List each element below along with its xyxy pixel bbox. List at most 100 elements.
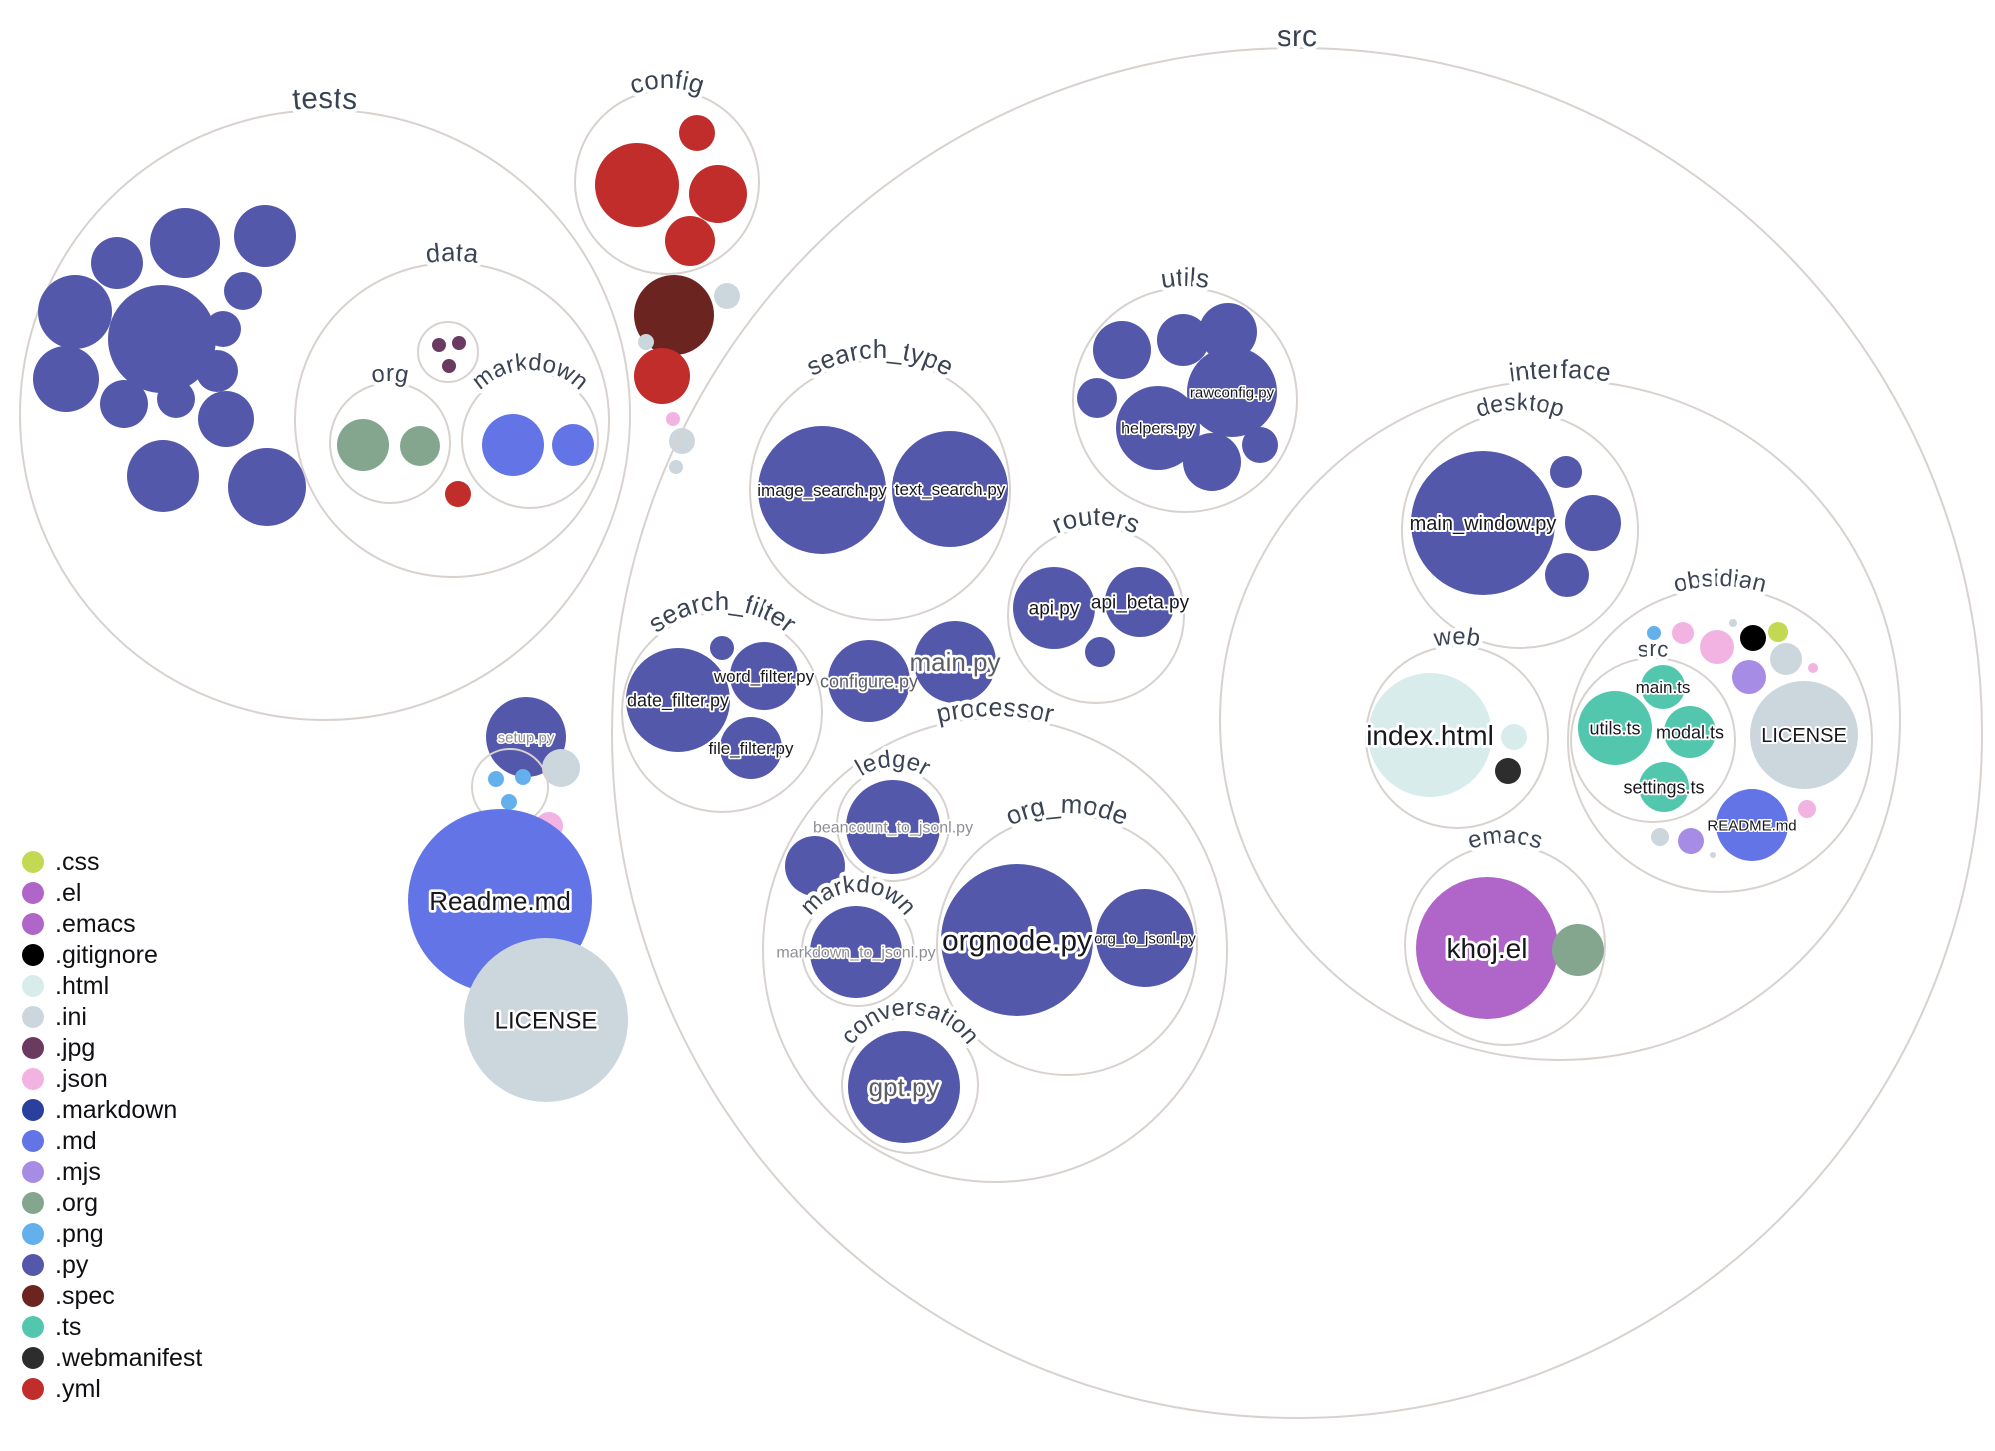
file-ini-61 <box>1770 643 1802 675</box>
file-label-gpt.py: gpt.py <box>869 1072 940 1102</box>
file-license <box>464 938 628 1102</box>
file-ini-57 <box>1729 619 1737 627</box>
legend-label-webmanifest: .webmanifest <box>55 1344 202 1372</box>
legend-item-el: .el <box>22 879 81 907</box>
file-py-7 <box>205 311 241 347</box>
file-main-window.py <box>1411 451 1555 595</box>
file-css-59 <box>1768 622 1788 642</box>
file-png-37 <box>501 794 517 810</box>
file-py-3 <box>234 205 296 267</box>
file-py-44 <box>1242 427 1278 463</box>
folder-label-tests: tests <box>291 82 359 117</box>
folder-conversation <box>841 1016 979 1154</box>
folder-label-config: config <box>626 64 708 100</box>
legend-item-emacs: .emacs <box>22 910 136 938</box>
folder-emacs <box>1404 844 1606 1046</box>
file-org-19 <box>400 426 440 466</box>
legend-item-mjs: .mjs <box>22 1158 101 1186</box>
file-png-35 <box>488 771 504 787</box>
file-yml-30 <box>634 348 690 404</box>
folder-src <box>611 47 1983 1419</box>
legend-swatch-ini <box>22 1006 44 1028</box>
file-py-14 <box>228 448 306 526</box>
file-py-13 <box>127 440 199 512</box>
file-py-50 <box>1545 553 1589 597</box>
folder-data <box>294 262 610 578</box>
file-label-image-search.py: image_search.py <box>757 481 887 500</box>
file-yml-26 <box>665 216 715 266</box>
file-label-setup.py: setup.py <box>498 729 555 746</box>
file-modal.ts <box>1664 706 1716 758</box>
file-settings.ts <box>1639 762 1689 812</box>
file-py-45 <box>1085 637 1115 667</box>
file-label-helpers.py: helpers.py <box>1121 421 1195 438</box>
file-json-55 <box>1672 622 1694 644</box>
file-label-api.py: api.py <box>1029 599 1080 620</box>
folder-label-src: src <box>1277 20 1318 53</box>
folder-unnamed <box>417 321 479 383</box>
file-utils.ts <box>1578 691 1652 765</box>
file-label-org-to-jsonl.py: org_to_jsonl.py <box>1094 930 1196 947</box>
folder-config <box>574 89 760 275</box>
file-mjs-60 <box>1732 660 1766 694</box>
file-yml-24 <box>679 115 715 151</box>
legend-label-html: .html <box>55 972 109 1000</box>
file-org-18 <box>337 419 389 471</box>
legend-item-org: .org <box>22 1189 98 1217</box>
file-py-9 <box>33 346 99 412</box>
file-ini-33 <box>669 460 683 474</box>
folder-markdown <box>461 371 599 509</box>
file-py-12 <box>198 391 254 447</box>
file-markdown-to-jsonl.py <box>810 906 902 998</box>
file-py-1 <box>150 208 220 278</box>
file-label-configure.py: configure.py <box>820 671 918 691</box>
legend-label-org: .org <box>55 1189 98 1217</box>
legend-swatch-ts <box>22 1316 44 1338</box>
file-py-39 <box>1093 321 1151 379</box>
legend-label-ts: .ts <box>55 1313 81 1341</box>
folder-label-data: data <box>424 237 480 269</box>
legend-swatch-org <box>22 1192 44 1214</box>
extension-legend: .css .el .emacs .gitignore .html .ini .jpg .jso… <box>22 848 202 1403</box>
legend-label-ini: .ini <box>55 1003 87 1031</box>
legend-label-spec: .spec <box>55 1282 115 1310</box>
file-label-date-filter.py: date_filter.py <box>627 690 729 711</box>
legend-item-html: .html <box>22 972 109 1000</box>
folder-markdown <box>801 893 915 1007</box>
file-yml-22 <box>445 481 471 507</box>
legend-swatch-el <box>22 882 44 904</box>
file-py-43 <box>1183 433 1241 491</box>
folder-label-interface: interface <box>1507 354 1613 388</box>
file-label-khoj.el: khoj.el <box>1447 933 1528 964</box>
file-html-51 <box>1501 724 1527 750</box>
legend-label-png: .png <box>55 1220 104 1248</box>
file-py-41 <box>1199 303 1257 361</box>
file-main.py <box>914 621 996 703</box>
file-jpg-17 <box>442 359 456 373</box>
file-md-21 <box>552 424 594 466</box>
circles-layer: org markdown data tests config setup.py Readme… <box>19 16 1983 1419</box>
file-gitignore-58 <box>1740 625 1766 651</box>
file-configure.py <box>828 640 910 722</box>
folder-desktop <box>1401 411 1639 649</box>
legend-label-md: .md <box>55 1127 97 1155</box>
file-org-to-jsonl.py <box>1096 889 1194 987</box>
legend-item-markdown: .markdown <box>22 1096 177 1124</box>
file-py-11 <box>157 380 195 418</box>
file-yml-23 <box>595 143 679 227</box>
folder-processor <box>762 717 1228 1183</box>
folder-search-filter <box>621 611 823 813</box>
file-webmanifest-52 <box>1495 758 1521 784</box>
file-label-api-beta.py: api_beta.py <box>1091 593 1190 614</box>
legend-label-py: .py <box>55 1251 89 1279</box>
legend-item-spec: .spec <box>22 1282 115 1310</box>
folder-label-markdown: markdown <box>467 349 593 395</box>
folder-utils <box>1072 287 1298 513</box>
folder-routers <box>1007 526 1185 704</box>
file-label-settings.ts: settings.ts <box>1623 777 1704 797</box>
legend-item-ts: .ts <box>22 1313 81 1341</box>
file-ini-32 <box>669 428 695 454</box>
folder-src <box>1570 657 1736 823</box>
folder-label-utils: utils <box>1159 262 1212 294</box>
